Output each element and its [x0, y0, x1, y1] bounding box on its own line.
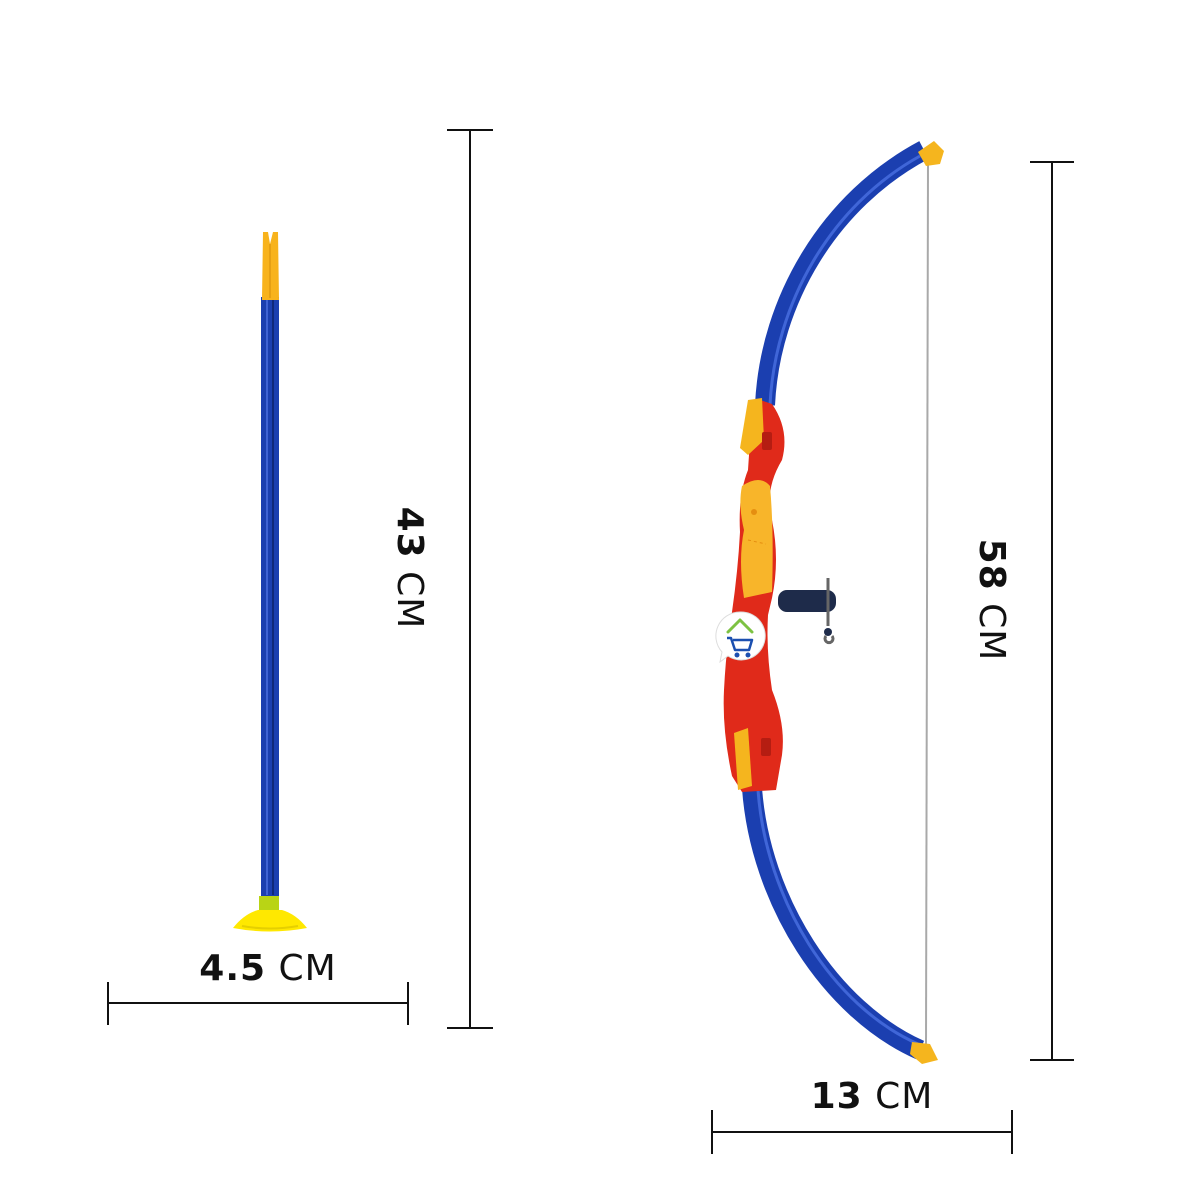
bow-lower-tip	[910, 1042, 938, 1064]
bow-upper-tip	[918, 141, 944, 166]
bow-depth-dimension: 13 CM	[711, 1076, 1013, 1154]
bow-length-label: 58 CM	[971, 539, 1012, 662]
bow-upper-clip	[740, 398, 764, 455]
bow-depth-label: 13 CM	[811, 1076, 934, 1117]
arrow-suction-cup	[233, 910, 307, 932]
arrow-length-label: 43 CM	[389, 507, 430, 630]
arrow-suction-collar	[259, 896, 279, 912]
arrow-length-dimension: 43 CM	[389, 129, 493, 1029]
bow-lower-clip	[734, 728, 752, 790]
bow-upper-limb	[755, 141, 929, 406]
bow-arrow-rest	[778, 590, 836, 612]
bow-lower-limb	[742, 787, 925, 1060]
bow-grip	[740, 480, 773, 598]
bow-length-dimension: 58 CM	[971, 161, 1074, 1061]
bow-riser	[723, 400, 785, 792]
house-cart-icon	[715, 611, 766, 664]
arrow-width-dimension: 4.5 CM	[107, 948, 409, 1025]
arrow-width-label: 4.5 CM	[199, 948, 336, 989]
arrow-shaft	[261, 297, 279, 899]
bow	[715, 141, 944, 1064]
bow-string	[925, 161, 929, 1047]
arrow	[233, 232, 307, 932]
